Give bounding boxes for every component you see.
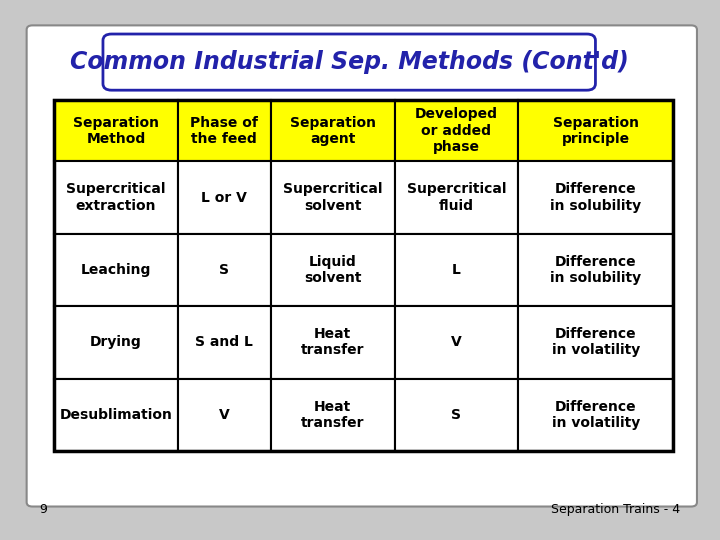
Bar [395,306,518,379]
Bar [178,161,271,234]
Text: L or V: L or V [202,191,247,205]
Text: Phase of
the feed: Phase of the feed [190,116,258,146]
Bar [518,306,673,379]
Text: Separation
principle: Separation principle [553,116,639,146]
Text: Difference
in volatility: Difference in volatility [552,400,640,430]
Bar [178,306,271,379]
Text: Difference
in solubility: Difference in solubility [550,255,642,285]
Bar [395,379,518,451]
Text: Difference
in volatility: Difference in volatility [552,327,640,357]
Bar [178,234,271,306]
Text: Supercritical
extraction: Supercritical extraction [66,183,166,213]
Bar [54,100,178,161]
Text: S and L: S and L [195,335,253,349]
FancyBboxPatch shape [103,34,595,90]
Text: Heat
transfer: Heat transfer [301,327,364,357]
Bar [271,161,395,234]
Bar [54,306,178,379]
Bar [518,100,673,161]
Bar [271,100,395,161]
Bar [518,161,673,234]
Text: L: L [452,263,461,277]
Text: Drying: Drying [90,335,142,349]
Text: Desublimation: Desublimation [60,408,172,422]
Text: Common Industrial Sep. Methods (Cont'd): Common Industrial Sep. Methods (Cont'd) [70,50,629,74]
Bar [178,379,271,451]
Bar [271,306,395,379]
Text: Supercritical
fluid: Supercritical fluid [407,183,506,213]
Bar [518,234,673,306]
Bar [395,234,518,306]
Bar [54,379,178,451]
Text: Liquid
solvent: Liquid solvent [304,255,361,285]
Text: V: V [451,335,462,349]
Text: Separation Trains - 4: Separation Trains - 4 [552,503,680,516]
Bar [395,100,518,161]
Text: S: S [220,263,229,277]
Bar [271,379,395,451]
Text: Leaching: Leaching [81,263,151,277]
Text: Supercritical
solvent: Supercritical solvent [283,183,382,213]
Bar [178,100,271,161]
Bar [54,234,178,306]
Text: Heat
transfer: Heat transfer [301,400,364,430]
Bar [54,100,673,451]
Bar [54,161,178,234]
Text: S: S [451,408,462,422]
Text: V: V [219,408,230,422]
FancyBboxPatch shape [27,25,697,507]
Bar [395,161,518,234]
Text: Developed
or added
phase: Developed or added phase [415,107,498,154]
Text: Difference
in solubility: Difference in solubility [550,183,642,213]
Text: Separation
agent: Separation agent [289,116,376,146]
Text: 9: 9 [40,503,48,516]
Bar [271,234,395,306]
Text: Separation
Method: Separation Method [73,116,159,146]
Bar [518,379,673,451]
